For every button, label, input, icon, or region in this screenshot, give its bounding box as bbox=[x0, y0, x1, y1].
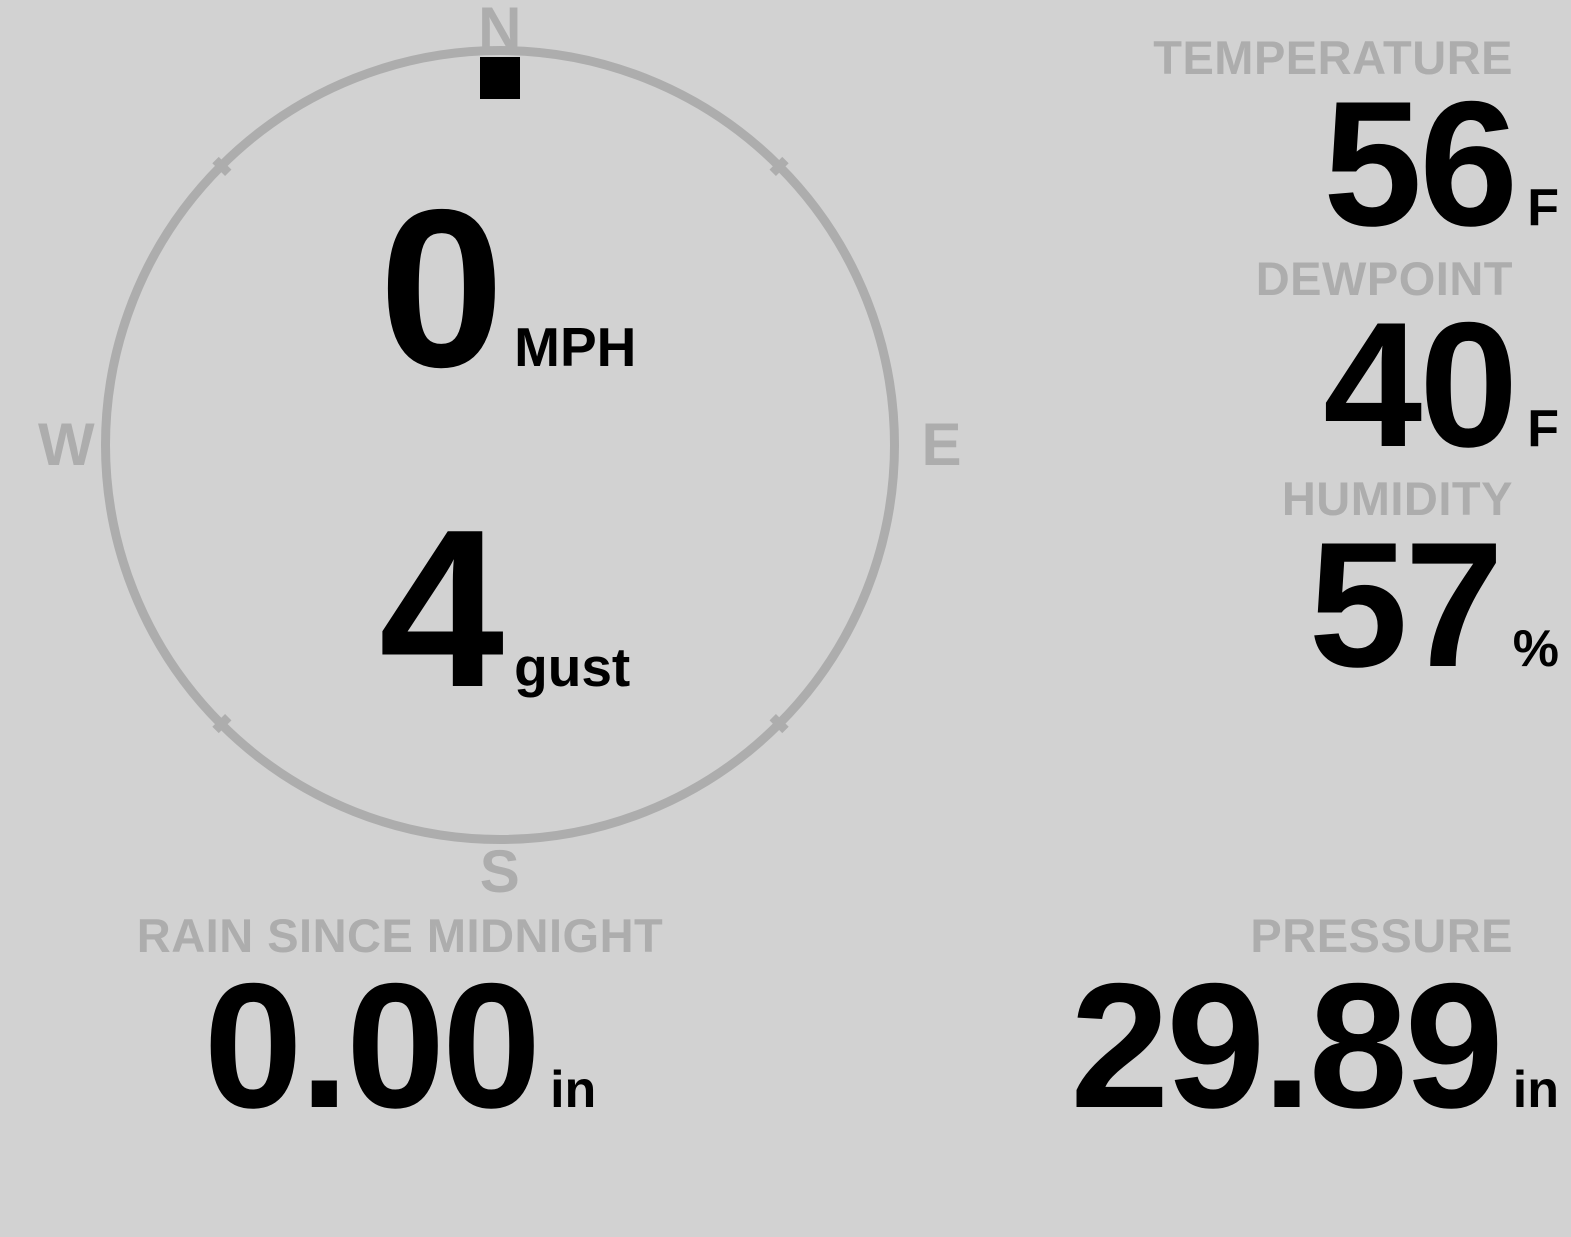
metric-value-row: 56 F bbox=[1323, 64, 1559, 263]
wind-speed-reading: 0 MPH bbox=[379, 162, 637, 414]
metric-rain-since-midnight: RAIN SINCE MIDNIGHT 0.00 in bbox=[0, 909, 800, 1146]
metric-unit: F bbox=[1527, 179, 1559, 237]
metric-label: RAIN SINCE MIDNIGHT bbox=[136, 909, 664, 963]
metric-humidity: HUMIDITY 57 % bbox=[999, 472, 1559, 705]
metric-value: 0.00 bbox=[203, 946, 541, 1146]
metric-temperature: TEMPERATURE 56 F bbox=[999, 31, 1559, 263]
metric-value: 56 bbox=[1323, 64, 1518, 263]
metric-unit: F bbox=[1527, 399, 1559, 458]
compass-label-east: E bbox=[921, 411, 962, 478]
metric-value-row: 57 % bbox=[1308, 505, 1559, 705]
wind-gust-reading: 4 gust bbox=[379, 482, 631, 734]
wind-gust-value: 4 bbox=[379, 482, 504, 734]
bottom-panels: RAIN SINCE MIDNIGHT 0.00 in PRESSURE 29.… bbox=[0, 909, 1571, 1146]
metric-pressure: PRESSURE 29.89 in bbox=[800, 909, 1571, 1146]
wind-gust-unit: gust bbox=[514, 636, 631, 698]
metric-value: 40 bbox=[1323, 284, 1518, 484]
metric-value-row: 0.00 in bbox=[203, 946, 597, 1146]
metric-value: 57 bbox=[1308, 505, 1504, 705]
metric-unit: % bbox=[1512, 620, 1559, 679]
wind-direction-marker-icon bbox=[480, 57, 520, 99]
compass-ring bbox=[101, 46, 899, 844]
compass-label-north: N bbox=[478, 0, 522, 62]
wind-speed-value: 0 bbox=[379, 162, 504, 414]
metric-dewpoint: DEWPOINT 40 F bbox=[999, 251, 1559, 484]
metric-value-row: 40 F bbox=[1323, 284, 1559, 484]
wind-speed-unit: MPH bbox=[514, 316, 637, 378]
metrics-panel: TEMPERATURE 56 F DEWPOINT 40 F HUMIDITY … bbox=[999, 34, 1559, 696]
metric-value-row: 29.89 in bbox=[1070, 946, 1559, 1146]
wind-compass: N E S W 0 MPH 4 gust bbox=[38, 0, 962, 902]
compass-label-south: S bbox=[479, 838, 521, 905]
metric-unit: in bbox=[1512, 1061, 1559, 1120]
metric-unit: in bbox=[550, 1061, 597, 1120]
compass-label-west: W bbox=[38, 411, 96, 478]
metric-label: PRESSURE bbox=[1250, 909, 1513, 963]
metric-label: DEWPOINT bbox=[1255, 251, 1513, 305]
metric-label: HUMIDITY bbox=[1281, 472, 1513, 526]
metric-value: 29.89 bbox=[1070, 946, 1503, 1146]
metric-label: TEMPERATURE bbox=[1153, 31, 1513, 84]
